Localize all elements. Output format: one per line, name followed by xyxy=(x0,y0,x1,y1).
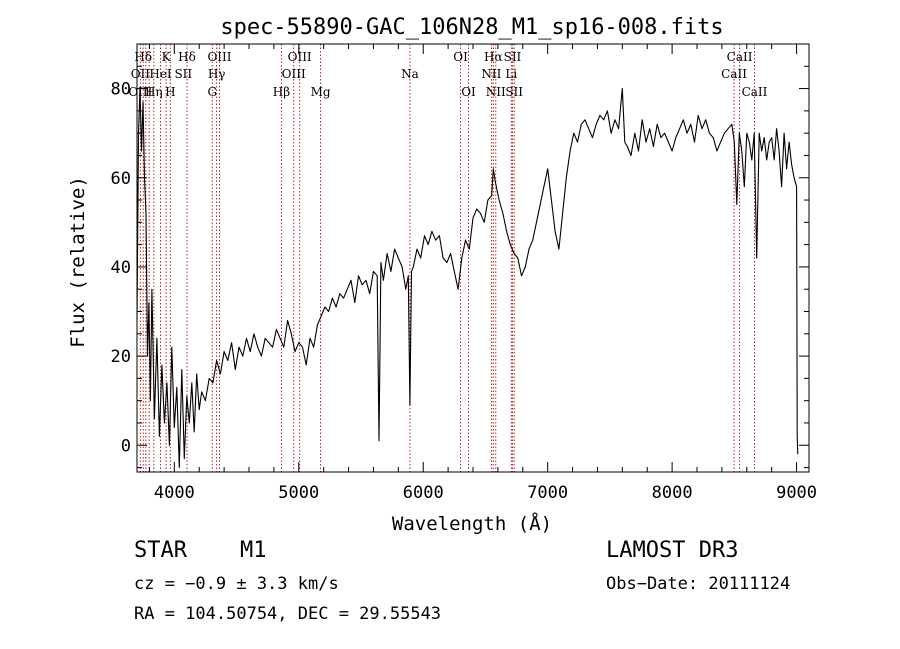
x-axis-label: Wavelength (Å) xyxy=(392,512,552,535)
y-tick-label: 80 xyxy=(111,80,131,100)
survey-name: LAMOST DR3 xyxy=(606,538,739,563)
x-tick-label: 6000 xyxy=(403,483,444,503)
observation-date: Obs−Date: 20111124 xyxy=(606,574,791,594)
series-layer xyxy=(136,88,799,469)
y-tick-label: 20 xyxy=(111,347,131,367)
axes-layer: 4000 5000 6000 7000 8000 9000 0 20 40 60 80 xyxy=(111,43,817,503)
spectral-line-label: SII xyxy=(504,50,522,64)
spectral-line-label: Hδ xyxy=(134,50,152,64)
spectral-line-label: CaII xyxy=(727,50,753,64)
chart-title: spec-55890-GAC_106N28_M1_sp16-008.fits xyxy=(220,15,723,40)
spectral-line-label: Hβ xyxy=(273,85,290,99)
x-tick-label: 8000 xyxy=(652,483,693,503)
line-marker-layer xyxy=(139,44,755,472)
spectral-line-label: SII xyxy=(174,67,192,81)
spectral-line-label: NII xyxy=(486,85,506,99)
x-tick-label: 9000 xyxy=(776,483,817,503)
spectral-line-label: OI xyxy=(453,50,468,64)
spectral-line-label: Hγ xyxy=(208,67,226,81)
spectral-line-label: SII xyxy=(505,85,523,99)
spectral-line-label: Hα xyxy=(484,50,503,64)
y-axis-label: Flux (relative) xyxy=(67,176,89,348)
series-line-flux xyxy=(136,88,799,469)
spectral-line-label: Hδ xyxy=(178,50,196,64)
object-subclass: M1 xyxy=(240,538,267,563)
spectral-line-label: Mg xyxy=(311,85,331,99)
spectral-line-label: OI xyxy=(461,85,476,99)
y-tick-label: 40 xyxy=(111,258,131,278)
ra-dec-coordinates: RA = 104.50754, DEC = 29.55543 xyxy=(134,604,442,624)
x-tick-label: 5000 xyxy=(278,483,319,503)
spectral-line-label: K xyxy=(162,50,172,64)
x-tick-label: 4000 xyxy=(154,483,195,503)
spectral-line-label: G xyxy=(207,85,217,99)
plot-frame xyxy=(136,43,810,473)
object-type: STAR xyxy=(134,538,187,563)
spectral-line-label: OIII xyxy=(128,85,152,99)
redshift-velocity: cz = −0.9 ± 3.3 km/s xyxy=(134,574,339,594)
y-tick-label: 60 xyxy=(111,169,131,189)
spectral-line-label: NII xyxy=(481,67,501,81)
spectral-line-label: Hη xyxy=(145,85,163,99)
spectral-line-label: Li xyxy=(505,67,517,81)
x-tick-label: 7000 xyxy=(527,483,568,503)
spectral-line-label: CaII xyxy=(721,67,747,81)
y-tick-label: 0 xyxy=(121,436,131,456)
spectral-line-label: OII xyxy=(131,67,151,81)
spectral-line-label: Na xyxy=(401,67,419,81)
spectral-line-label: CaII xyxy=(742,85,768,99)
spectral-line-label: OIII xyxy=(282,67,306,81)
spectral-line-label: OIII xyxy=(207,50,231,64)
spectral-line-label: H xyxy=(165,85,175,99)
spectral-line-label: HeI xyxy=(149,67,172,81)
spectral-line-label: OIII xyxy=(288,50,312,64)
